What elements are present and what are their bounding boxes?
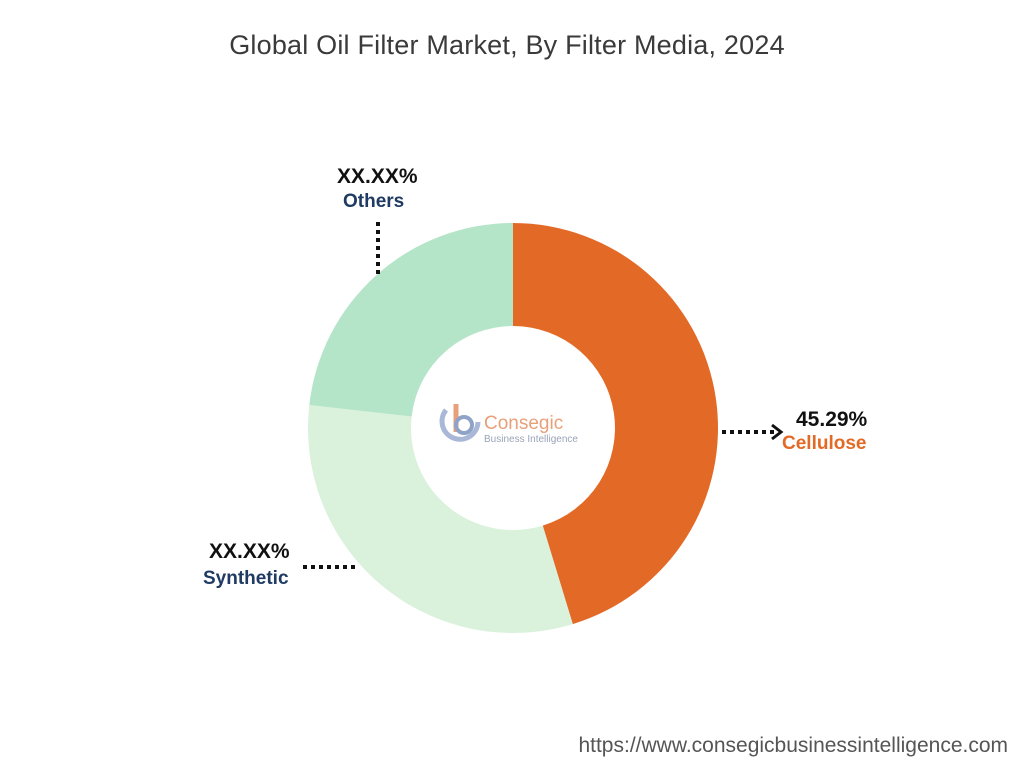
data-label-cellulose-value: 45.29% bbox=[796, 408, 868, 431]
data-label-synthetic-name-wrap: Synthetic bbox=[203, 568, 289, 590]
source-url: https://www.consegicbusinessintelligence… bbox=[578, 734, 1008, 757]
data-label-synthetic-name: Synthetic bbox=[203, 568, 289, 589]
slice-synthetic bbox=[307, 404, 573, 633]
watermark-tagline: Business Intelligence bbox=[484, 434, 578, 445]
data-label-others-name-wrap: Others bbox=[343, 191, 404, 213]
data-label-synthetic-value: XX.XX% bbox=[209, 540, 290, 563]
data-label-cellulose-name-wrap: Cellulose bbox=[782, 433, 866, 455]
arrow-head-cellulose bbox=[771, 423, 784, 441]
data-label-others: XX.XX% bbox=[337, 165, 418, 189]
chart-title: Global Oil Filter Market, By Filter Medi… bbox=[229, 30, 785, 60]
consegic-logo-icon bbox=[439, 404, 481, 442]
data-label-others-value: XX.XX% bbox=[337, 165, 418, 188]
watermark-name: Consegic bbox=[484, 413, 564, 434]
slice-cellulose bbox=[513, 223, 719, 625]
slice-others bbox=[309, 223, 513, 417]
data-label-cellulose: 45.29% bbox=[796, 408, 867, 432]
data-label-synthetic: XX.XX% bbox=[209, 540, 290, 564]
watermark: Consegic Business Intelligence bbox=[484, 413, 578, 446]
data-label-cellulose-name: Cellulose bbox=[782, 433, 867, 454]
data-label-others-name: Others bbox=[343, 191, 405, 212]
